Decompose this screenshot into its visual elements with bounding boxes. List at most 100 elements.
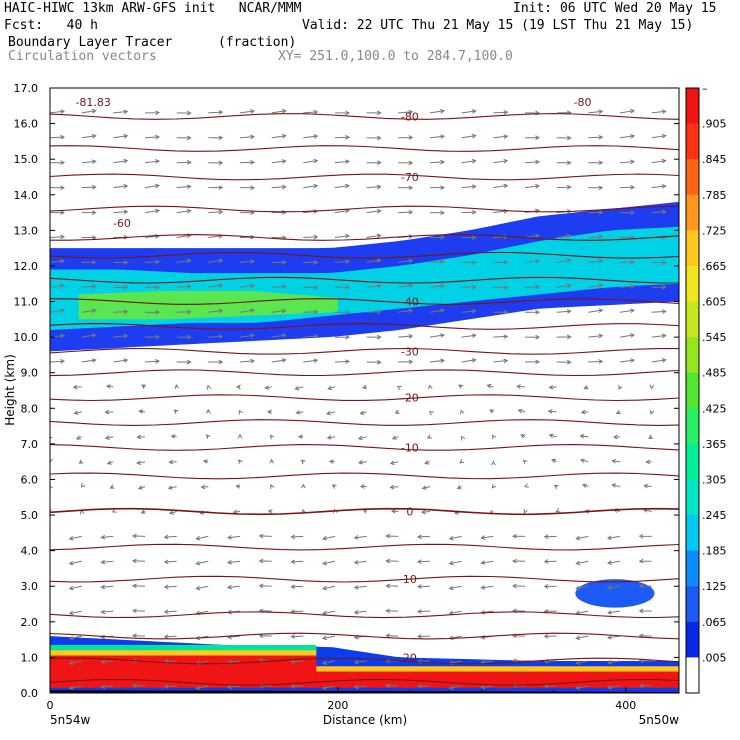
- circulation-vector: [321, 660, 336, 666]
- circulation-vector: [606, 610, 621, 615]
- circulation-vector: [334, 334, 351, 340]
- circulation-vector: [75, 435, 82, 440]
- circulation-vector: [398, 283, 414, 288]
- circulation-vector: [303, 134, 319, 139]
- circulation-vector: [238, 459, 243, 464]
- header-valid-time: Valid: 22 UTC Thu 21 May 15 (19 LST Thu …: [302, 18, 694, 33]
- isotherm-line: [50, 419, 679, 426]
- circulation-vector: [493, 110, 509, 115]
- circulation-vector: [429, 108, 446, 114]
- circulation-vector: [163, 559, 177, 565]
- circulation-vector: [448, 585, 462, 591]
- circulation-vector: [353, 560, 367, 565]
- circulation-vector: [113, 309, 129, 315]
- circulation-vector: [176, 359, 192, 365]
- circulation-vector: [176, 309, 192, 315]
- circulation-vector: [611, 483, 621, 488]
- circulation-vector: [524, 135, 541, 141]
- circulation-vector: [588, 359, 604, 364]
- circulation-vector: [430, 185, 446, 190]
- circulation-vector: [81, 108, 97, 114]
- isotherm-line: [50, 678, 679, 686]
- circulation-vector: [334, 110, 351, 116]
- circulation-vector: [460, 409, 465, 415]
- y-tick-label: 5.0: [21, 509, 39, 522]
- circulation-vector: [327, 385, 336, 391]
- circulation-vector: [606, 585, 621, 590]
- circulation-vector: [270, 483, 275, 489]
- circulation-vector: [144, 159, 161, 164]
- circulation-vector: [353, 684, 367, 690]
- header-init-time: Init: 06 UTC Wed 20 May 15: [513, 1, 717, 16]
- circulation-vector: [300, 459, 306, 465]
- isotherm-line: [50, 113, 679, 120]
- circulation-vector: [353, 609, 367, 615]
- y-tick-label: 8.0: [21, 402, 39, 415]
- circulation-vector: [50, 258, 66, 264]
- colorbar-label: .005: [702, 651, 727, 664]
- circulation-vector: [648, 434, 654, 439]
- circulation-vector: [353, 535, 367, 540]
- circulation-vector: [328, 459, 336, 464]
- circulation-vector: [461, 209, 477, 215]
- circulation-vector: [366, 283, 382, 289]
- isotherm-label: 20: [403, 651, 417, 664]
- circulation-vector: [517, 408, 526, 414]
- circulation-vector: [170, 434, 177, 439]
- circulation-vector: [136, 460, 146, 465]
- isotherm-label: 10: [403, 573, 417, 586]
- circulation-vector: [619, 108, 636, 114]
- circulation-vector: [144, 110, 161, 116]
- colorbar-segment: [686, 123, 699, 160]
- circulation-vector: [396, 385, 402, 391]
- circulation-vector: [524, 159, 541, 165]
- circulation-vector: [269, 458, 275, 464]
- colorbar-segment: [686, 337, 699, 374]
- isotherm-line: [50, 276, 679, 284]
- circulation-vector: [429, 308, 446, 313]
- circulation-vector: [588, 210, 604, 215]
- circulation-vector: [556, 359, 572, 365]
- circulation-vector: [81, 358, 97, 363]
- circulation-vector: [638, 533, 652, 539]
- circulation-vector: [353, 584, 367, 590]
- isotherm-line: [50, 369, 679, 377]
- circulation-vector: [524, 334, 541, 340]
- circulation-vector: [144, 358, 161, 364]
- circulation-vector: [480, 535, 494, 540]
- circulation-vector: [321, 585, 336, 591]
- circulation-vector: [555, 508, 561, 513]
- circulation-vector: [173, 409, 179, 414]
- circulation-vector: [239, 358, 256, 364]
- circulation-vector: [50, 134, 66, 140]
- isotherm-label: -81.83: [75, 96, 110, 109]
- colorbar-label: –: [702, 82, 708, 95]
- circulation-vector: [524, 258, 541, 264]
- circulation-vector: [105, 384, 114, 389]
- circulation-vector: [235, 384, 241, 390]
- header-cross-section-xy: XY= 251.0,100.0 to 284.7,100.0: [278, 49, 513, 64]
- circulation-vector: [606, 659, 621, 665]
- circulation-vector: [50, 636, 51, 637]
- circulation-vector: [104, 409, 114, 415]
- circulation-vector: [511, 583, 526, 589]
- circulation-vector: [493, 259, 509, 265]
- circulation-vector: [416, 683, 431, 689]
- circulation-vector: [50, 386, 51, 388]
- circulation-vector: [113, 158, 129, 164]
- circulation-vector: [237, 433, 243, 439]
- circulation-vector: [208, 185, 224, 190]
- colorbar-segment: [686, 586, 699, 623]
- circulation-vector: [390, 508, 399, 514]
- circulation-vector: [226, 534, 241, 540]
- colorbar-segment: [686, 515, 699, 552]
- circulation-vector: [391, 435, 399, 440]
- circulation-vector: [239, 185, 256, 191]
- circulation-vector: [131, 683, 146, 688]
- circulation-vector: [579, 458, 589, 463]
- circulation-vector: [321, 685, 336, 690]
- colorbar-segment: [686, 372, 699, 409]
- y-tick-label: 3.0: [21, 580, 39, 593]
- circulation-vector: [461, 260, 477, 265]
- x-tick-label: 200: [327, 699, 348, 712]
